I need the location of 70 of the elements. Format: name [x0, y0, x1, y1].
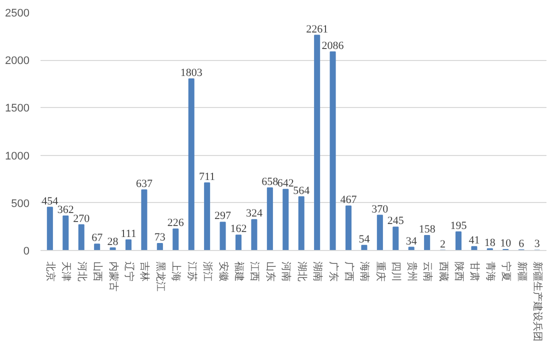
- x-tick-label: 广西: [343, 262, 355, 282]
- data-label: 10: [500, 238, 512, 250]
- x-tick-label: 宁夏: [500, 262, 512, 282]
- data-label: 18: [484, 236, 496, 249]
- y-tick-label: 0: [23, 246, 30, 258]
- y-tick-label: 2500: [5, 8, 30, 20]
- data-label: 162: [230, 223, 247, 236]
- x-tick-label: 青海: [484, 262, 496, 282]
- data-label: 454: [42, 195, 59, 208]
- x-tick-label: 甘肃: [468, 262, 481, 282]
- x-tick-label: 江西: [248, 262, 261, 282]
- data-label: 34: [406, 235, 418, 248]
- x-tick-label: 上海: [170, 262, 182, 282]
- data-label: 637: [136, 178, 153, 190]
- data-label: 111: [120, 228, 136, 240]
- data-label: 2261: [306, 23, 328, 36]
- x-tick-label: 重庆: [374, 262, 386, 282]
- data-label: 226: [167, 216, 184, 229]
- x-tick-label: 河北: [76, 262, 88, 282]
- x-tick-label: 内蒙古: [107, 262, 120, 292]
- x-tick-label: 山东: [264, 262, 276, 282]
- data-label: 245: [387, 215, 404, 228]
- x-tick-label: 河南: [280, 262, 292, 282]
- x-tick-label: 吉林: [138, 262, 151, 282]
- data-label: 2086: [322, 40, 344, 52]
- data-label: 642: [277, 177, 294, 190]
- x-tick-label: 四川: [390, 262, 402, 282]
- data-label: 28: [107, 236, 119, 248]
- data-label: 324: [246, 208, 263, 220]
- x-tick-label: 西藏: [437, 262, 450, 282]
- data-label: 158: [418, 223, 436, 236]
- x-tick-label: 湖南: [312, 262, 324, 282]
- data-label: 73: [154, 232, 166, 244]
- x-tick-label: 海南: [358, 262, 371, 282]
- x-tick-label: 新疆: [516, 262, 528, 282]
- y-tick-label: 1000: [5, 150, 30, 162]
- x-tick-label: 江苏: [186, 262, 198, 282]
- data-label: 6: [518, 238, 525, 250]
- x-tick-label: 浙江: [202, 262, 214, 282]
- y-tick-label: 2000: [5, 55, 30, 68]
- x-tick-label: 陕西: [453, 262, 465, 282]
- x-tick-label: 安徽: [217, 262, 230, 282]
- data-label: 711: [199, 170, 216, 183]
- x-tick-label: 福建: [233, 262, 245, 282]
- data-label: 270: [73, 212, 90, 225]
- data-label: 297: [214, 210, 232, 222]
- data-label: 3: [534, 238, 540, 250]
- data-label: 195: [450, 220, 468, 232]
- data-label: 564: [293, 184, 310, 197]
- y-tick-label: 500: [11, 198, 30, 210]
- data-label: 2: [440, 238, 446, 250]
- data-label: 1803: [180, 66, 203, 79]
- x-tick-label: 广东: [327, 262, 340, 282]
- x-tick-label: 云南: [422, 262, 434, 282]
- data-label: 67: [92, 232, 104, 244]
- y-tick-label: 1500: [5, 102, 30, 115]
- x-tick-label: 北京: [44, 262, 56, 282]
- x-tick-label: 黑龙江: [154, 262, 166, 292]
- x-tick-label: 新疆生产建设兵团: [532, 262, 544, 342]
- data-label: 362: [57, 204, 74, 216]
- x-tick-label: 辽宁: [123, 262, 135, 282]
- x-tick-label: 贵州: [406, 262, 418, 282]
- data-label: 41: [468, 234, 480, 247]
- data-label: 467: [340, 194, 358, 206]
- data-label: 658: [262, 176, 279, 188]
- data-label: 370: [372, 203, 389, 216]
- data-label: 54: [358, 233, 370, 246]
- x-tick-label: 天津: [60, 262, 72, 282]
- x-tick-label: 山西: [92, 262, 104, 282]
- x-tick-label: 湖北: [296, 262, 308, 282]
